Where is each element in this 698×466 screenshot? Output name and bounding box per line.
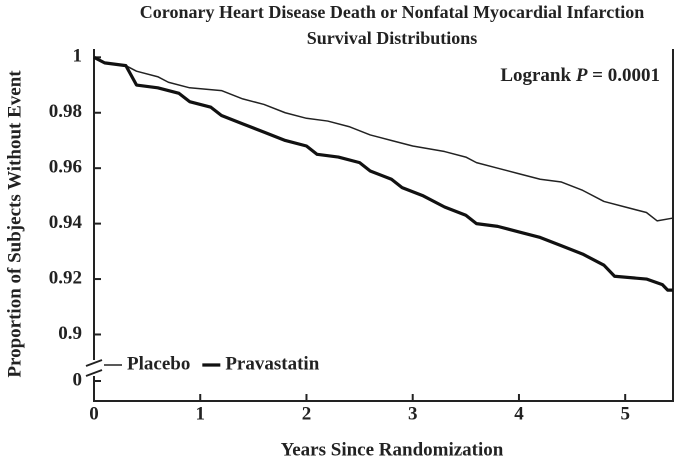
y-tick-label: 0.98 xyxy=(49,101,82,122)
legend-label: Placebo xyxy=(127,353,190,374)
y-tick-label: 0 xyxy=(73,369,83,390)
chart-title: Coronary Heart Disease Death or Nonfatal… xyxy=(140,2,644,22)
chart-subtitle: Survival Distributions xyxy=(307,28,478,48)
x-tick-label: 0 xyxy=(89,403,99,424)
legend-label: Pravastatin xyxy=(225,353,319,374)
x-tick-label: 4 xyxy=(514,403,524,424)
annotation-text: P xyxy=(575,65,588,86)
y-tick-label: 0.96 xyxy=(49,157,82,178)
y-tick-label: 1 xyxy=(73,46,83,67)
x-tick-label: 2 xyxy=(302,403,312,424)
axis-frame xyxy=(93,49,674,402)
y-axis-label: Proportion of Subjects Without Event xyxy=(4,70,25,378)
x-tick-label: 3 xyxy=(408,403,418,424)
axis-break xyxy=(85,359,103,377)
x-axis-label: Years Since Randomization xyxy=(281,439,504,460)
y-tick-label: 0.9 xyxy=(58,323,82,344)
x-tick-label: 1 xyxy=(195,403,205,424)
y-tick-label: 0.94 xyxy=(49,212,83,233)
survival-curve xyxy=(93,55,673,292)
survival-curve xyxy=(93,56,674,222)
y-tick-label: 0.92 xyxy=(49,267,82,288)
annotation: Logrank P = 0.0001 xyxy=(500,65,660,86)
annotation-text: = 0.0001 xyxy=(587,65,660,86)
annotation-text: Logrank xyxy=(500,65,576,86)
x-tick-label: 5 xyxy=(620,403,630,424)
